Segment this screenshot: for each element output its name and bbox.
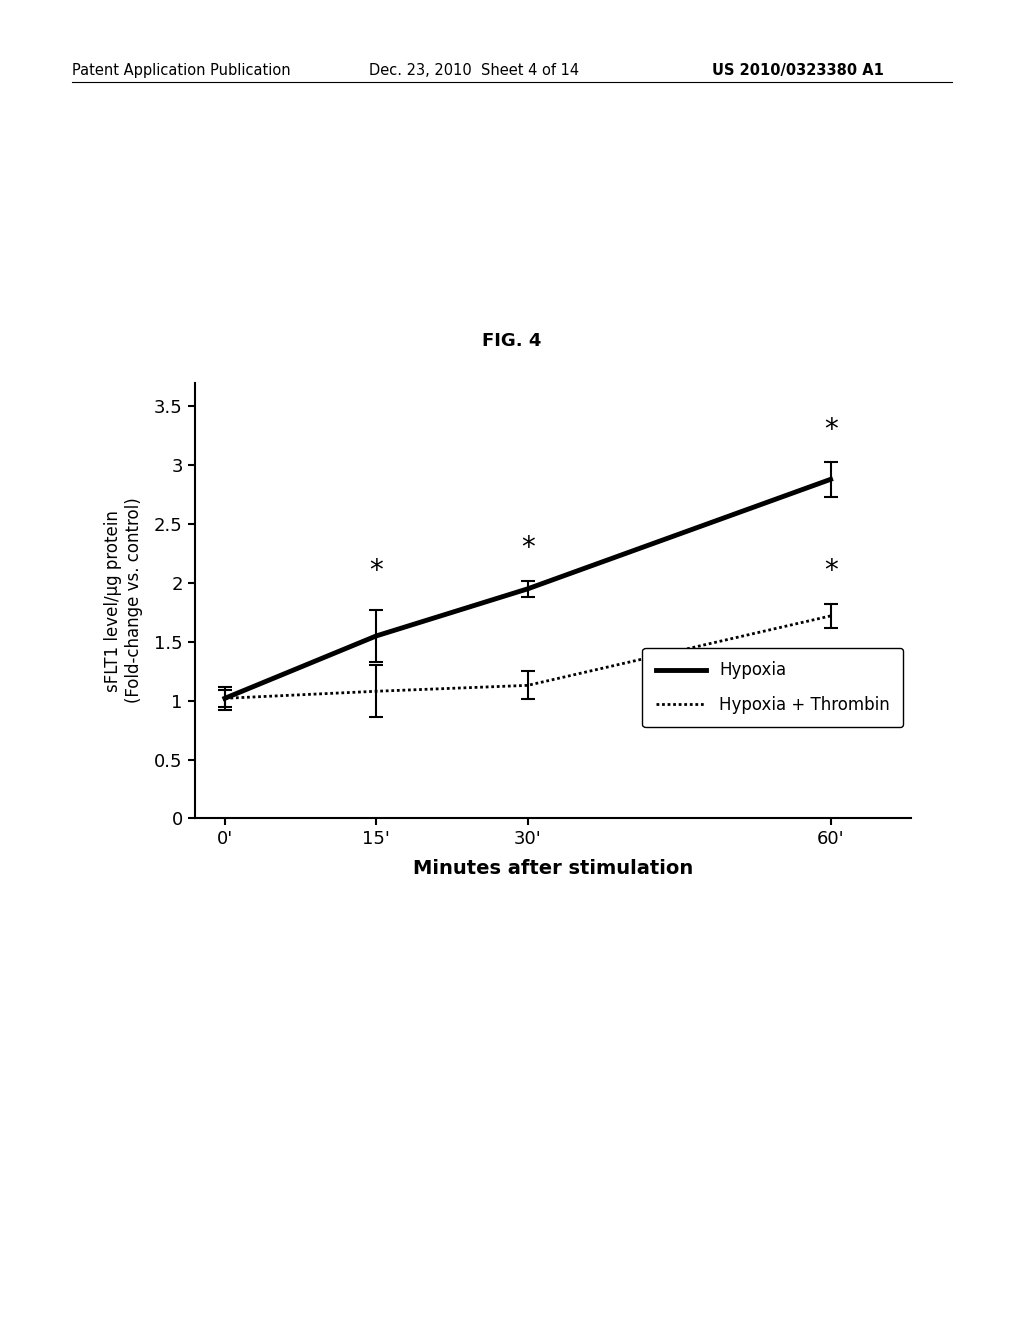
Text: Patent Application Publication: Patent Application Publication — [72, 63, 291, 78]
Y-axis label: sFLT1 level/µg protein
(Fold-change vs. control): sFLT1 level/µg protein (Fold-change vs. … — [104, 498, 143, 704]
Text: Dec. 23, 2010  Sheet 4 of 14: Dec. 23, 2010 Sheet 4 of 14 — [369, 63, 579, 78]
X-axis label: Minutes after stimulation: Minutes after stimulation — [413, 859, 693, 878]
Text: *: * — [823, 557, 838, 585]
Text: *: * — [521, 533, 535, 562]
Text: *: * — [370, 557, 383, 585]
Text: *: * — [823, 416, 838, 444]
Text: US 2010/0323380 A1: US 2010/0323380 A1 — [712, 63, 884, 78]
Legend: Hypoxia, Hypoxia + Thrombin: Hypoxia, Hypoxia + Thrombin — [642, 648, 903, 727]
Text: FIG. 4: FIG. 4 — [482, 331, 542, 350]
